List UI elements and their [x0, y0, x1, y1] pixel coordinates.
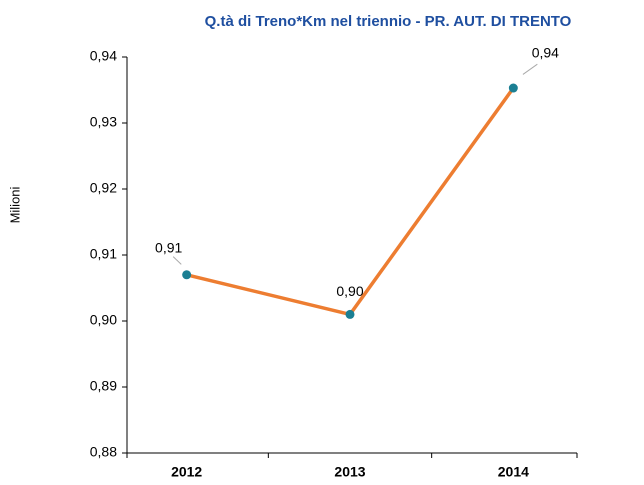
y-axis-label: Milioni	[7, 186, 22, 223]
y-tick-label: 0,94	[90, 48, 117, 64]
data-label: 0,90	[336, 283, 363, 299]
line	[186, 86, 515, 317]
y-tick-label: 0,92	[90, 180, 117, 196]
y-tick-label: 0,90	[90, 312, 117, 328]
marker	[508, 83, 518, 93]
chart-title: Q.tà di Treno*Km nel triennio - PR. AUT.…	[205, 13, 572, 30]
leader-line	[172, 256, 182, 265]
y-tick-label: 0,91	[90, 246, 117, 262]
x-tick-label: 2014	[498, 464, 529, 480]
y-tick-label: 0,89	[90, 378, 117, 394]
y-tick-label: 0,93	[90, 114, 117, 130]
data-label: 0,94	[532, 45, 559, 61]
x-tick-label: 2013	[334, 464, 365, 480]
y-tick-label: 0,88	[90, 444, 117, 460]
marker	[345, 309, 355, 319]
x-tick-label: 2012	[171, 464, 202, 480]
marker	[182, 270, 192, 280]
leader-line	[522, 63, 538, 75]
data-label: 0,91	[155, 240, 182, 256]
